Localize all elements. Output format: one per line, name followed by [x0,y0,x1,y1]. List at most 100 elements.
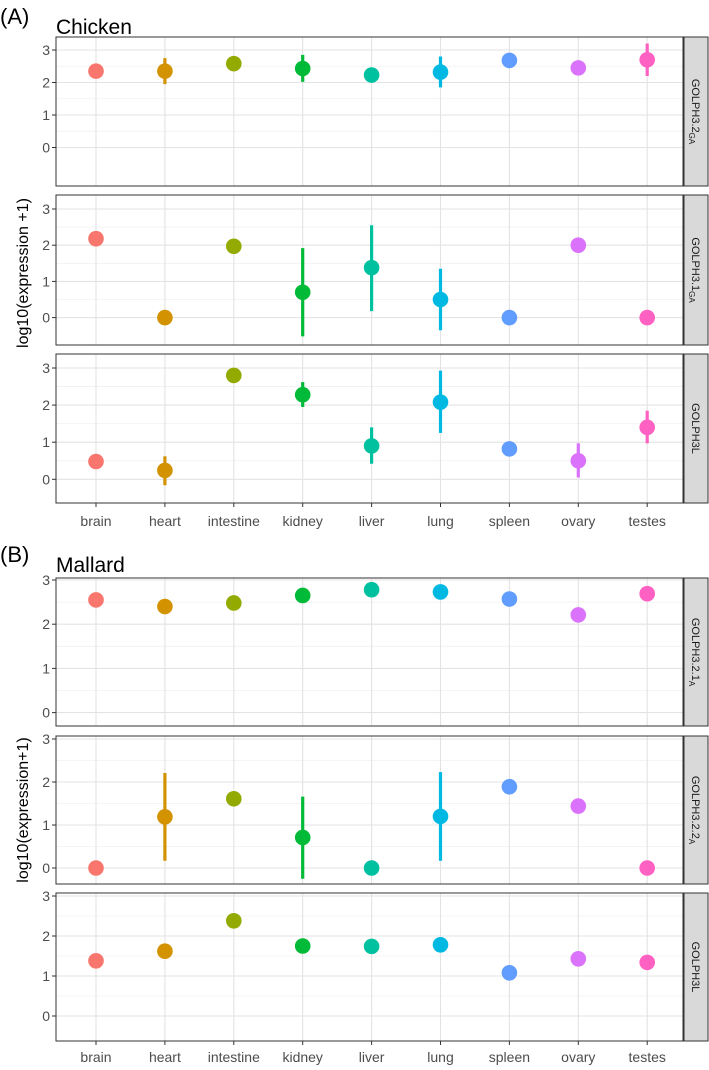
strip-background [683,36,709,187]
x-tick-label-testes: testes [629,513,666,529]
point-testes [639,954,655,971]
x-tick-label-testes: testes [629,1049,666,1065]
point-spleen [501,52,518,69]
strip-label-main: GOLPH3L [689,403,701,454]
facet-0-1: 0 1 2 3 GOLPH3.1GA [42,194,709,346]
point-lung [432,291,449,308]
facet-1-0: 0 1 2 3 GOLPH3.2.1A [42,572,709,727]
x-tick-label-ovary: ovary [561,1049,595,1065]
point-ovary [570,951,587,967]
point-heart [157,309,173,326]
strip-label-main: GOLPH3.2 [689,79,701,133]
point-brain [88,860,104,876]
y-tick-label: 2 [42,616,50,632]
point-brain [88,953,104,969]
point-ovary [570,607,587,623]
plot-border [55,353,684,504]
point-lung [432,808,449,825]
point-intestine [226,790,242,807]
panel-label: (A) [0,4,29,29]
point-intestine [226,595,242,611]
point-heart [157,598,173,615]
point-lung [432,394,449,410]
y-tick-label: 2 [42,237,50,253]
point-testes [639,585,655,602]
plot-area [56,893,683,1041]
y-tick-label: 2 [42,75,50,91]
facet-1-1: 0 1 2 3 GOLPH3.2.2A [42,731,709,885]
y-tick-label: 0 [42,1008,50,1024]
point-ovary [570,798,587,814]
x-tick-label-liver: liver [359,513,385,529]
point-liver [363,67,380,83]
point-kidney [294,386,311,403]
y-axis-label: log10(expression+1) [15,737,32,882]
point-liver [363,259,380,276]
point-kidney [294,587,311,604]
x-tick-label-brain: brain [80,513,111,529]
point-heart [157,63,173,79]
point-heart [157,943,173,959]
strip-label-sub: GA [687,133,696,145]
point-testes [639,309,655,326]
point-ovary [570,60,587,76]
strip-label: GOLPH3.2.1A [687,618,701,687]
y-tick-label: 2 [42,774,50,790]
x-tick-label-lung: lung [427,513,453,529]
x-tick-label-intestine: intestine [208,1049,260,1065]
strip-background [683,892,709,1042]
facet-1-2: 0 1 2 3 GOLPH3L [42,888,709,1042]
point-liver [363,860,380,876]
y-tick-label: 3 [42,201,50,217]
strip-label-main: GOLPH3.2.1 [689,618,701,681]
point-spleen [501,591,518,607]
x-tick-label-heart: heart [149,513,181,529]
y-tick-label: 0 [42,140,50,156]
point-intestine [226,913,242,929]
point-ovary [570,237,587,253]
y-tick-label: 0 [42,471,50,487]
point-liver [363,438,380,454]
y-tick-label: 1 [42,434,50,450]
point-brain [88,230,104,247]
point-lung [432,64,449,80]
strip-label: GOLPH3.1GA [687,237,701,303]
strip-label: GOLPH3L [689,942,701,993]
point-kidney [294,60,311,77]
point-spleen [501,965,518,981]
x-tick-label-spleen: spleen [489,513,530,529]
strip-label-sub: A [687,839,696,845]
chart-panel-1: (B) Mallard log10(expression+1) 0 1 2 3 GOLPH3.… [0,542,709,1065]
y-tick-label: 3 [42,731,50,747]
x-tick-label-kidney: kidney [282,1049,322,1065]
y-tick-label: 0 [42,705,50,721]
y-tick-label: 0 [42,860,50,876]
y-tick-label: 1 [42,273,50,289]
point-brain [88,453,104,470]
point-intestine [226,238,242,255]
y-axis-label: log10(expression +1) [15,198,32,348]
plot-border [55,36,684,187]
x-tick-label-kidney: kidney [282,513,322,529]
point-spleen [501,778,518,795]
point-testes [639,419,655,436]
point-spleen [501,441,518,457]
point-lung [432,584,449,600]
strip-background [683,735,709,885]
plot-border [55,194,684,346]
point-testes [639,51,655,68]
strip-label: GOLPH3.2.2A [687,776,701,845]
x-tick-label-ovary: ovary [561,513,595,529]
chart-title: Mallard [56,554,125,577]
strip-label: GOLPH3.2GA [687,79,701,145]
y-tick-label: 1 [42,968,50,984]
strip-label-main: GOLPH3.1 [689,237,701,291]
point-lung [432,937,449,953]
strip-background [683,577,709,727]
point-kidney [294,284,311,301]
x-tick-label-liver: liver [359,1049,385,1065]
strip-label-main: GOLPH3L [689,942,701,993]
plot-area [56,37,683,186]
point-ovary [570,452,587,469]
facet-0-0: 0 1 2 3 GOLPH3.2GA [42,36,709,187]
